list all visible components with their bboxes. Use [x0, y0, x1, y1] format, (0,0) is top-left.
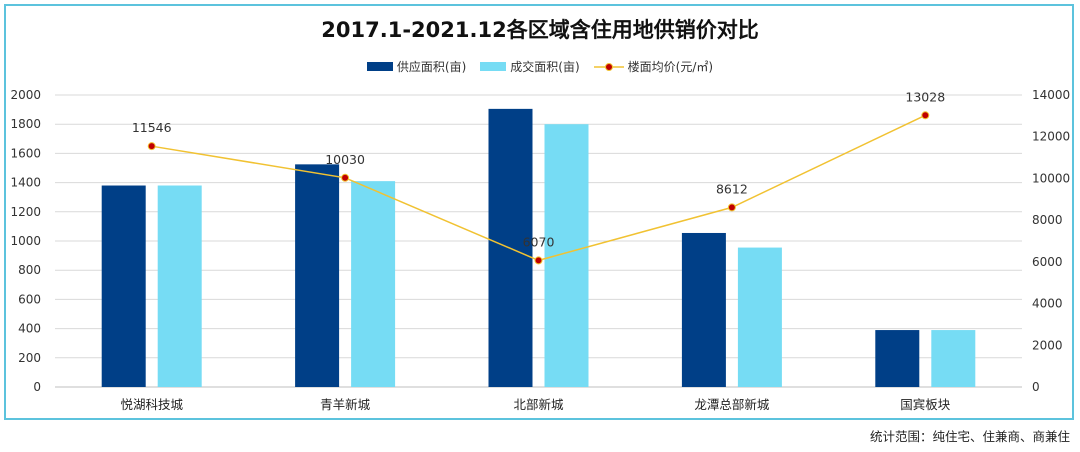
bar-deal	[737, 247, 782, 387]
y-right-tick-label: 4000	[1032, 297, 1063, 311]
legend-item-deal: 成交面积(亩)	[480, 58, 580, 75]
footnote: 统计范围：纯住宅、住兼商、商兼住	[869, 429, 1070, 444]
legend-label-supply: 供应面积(亩)	[396, 60, 467, 74]
chart-frame	[4, 4, 1074, 420]
x-category-label: 北部新城	[513, 397, 564, 412]
bar-supply	[295, 164, 340, 387]
x-category-label: 龙潭总部新城	[694, 397, 770, 412]
price-data-label: 6070	[523, 234, 555, 249]
bar-supply	[681, 232, 726, 387]
y-left-tick-label: 1400	[10, 176, 41, 190]
y-left-tick-label: 1000	[10, 234, 41, 248]
legend-swatch-price	[593, 62, 624, 71]
bar-deal	[157, 185, 202, 387]
y-left-tick-label: 600	[18, 292, 41, 306]
x-category-label: 青羊新城	[320, 397, 371, 412]
price-point	[341, 173, 350, 182]
x-category-label: 悦湖科技城	[120, 397, 183, 412]
legend-swatch-supply	[366, 62, 393, 71]
price-point	[147, 142, 156, 151]
price-point	[921, 111, 930, 120]
y-right-tick-label: 6000	[1032, 255, 1063, 269]
legend-swatch-deal	[480, 62, 507, 71]
price-data-label: 8612	[716, 181, 748, 196]
y-right-tick-label: 8000	[1032, 213, 1063, 227]
y-left-tick-label: 800	[18, 263, 41, 277]
legend-item-supply: 供应面积(亩)	[366, 58, 467, 75]
price-data-label: 10030	[325, 152, 365, 167]
y-right-tick-label: 0	[1032, 380, 1040, 394]
x-category-label: 国宾板块	[900, 397, 951, 412]
price-data-label: 13028	[905, 89, 945, 104]
y-left-tick-label: 2000	[10, 88, 41, 102]
legend-label-price: 楼面均价(元/㎡)	[627, 60, 714, 74]
y-left-tick-label: 400	[18, 322, 41, 336]
price-point	[727, 203, 736, 212]
price-data-label: 11546	[132, 120, 172, 135]
y-left-tick-label: 1200	[10, 205, 41, 219]
legend-item-price: 楼面均价(元/㎡)	[593, 58, 714, 75]
bar-deal	[931, 330, 976, 387]
bar-deal	[351, 181, 396, 387]
legend: 供应面积(亩) 成交面积(亩) 楼面均价(元/㎡)	[0, 58, 1080, 75]
chart-title: 2017.1-2021.12各区域含住用地供销价对比	[321, 18, 759, 42]
y-right-tick-label: 10000	[1032, 171, 1070, 185]
y-left-tick-label: 200	[18, 351, 41, 365]
bar-deal	[544, 124, 589, 387]
legend-label-deal: 成交面积(亩)	[510, 60, 580, 74]
bar-supply	[101, 185, 146, 387]
y-left-tick-label: 0	[33, 380, 41, 394]
y-left-tick-label: 1800	[10, 117, 41, 131]
price-point	[534, 256, 543, 265]
y-right-tick-label: 12000	[1032, 130, 1070, 144]
y-right-tick-label: 2000	[1032, 338, 1063, 352]
y-left-tick-label: 1600	[10, 146, 41, 160]
y-right-tick-label: 14000	[1032, 88, 1070, 102]
bar-supply	[875, 330, 920, 387]
